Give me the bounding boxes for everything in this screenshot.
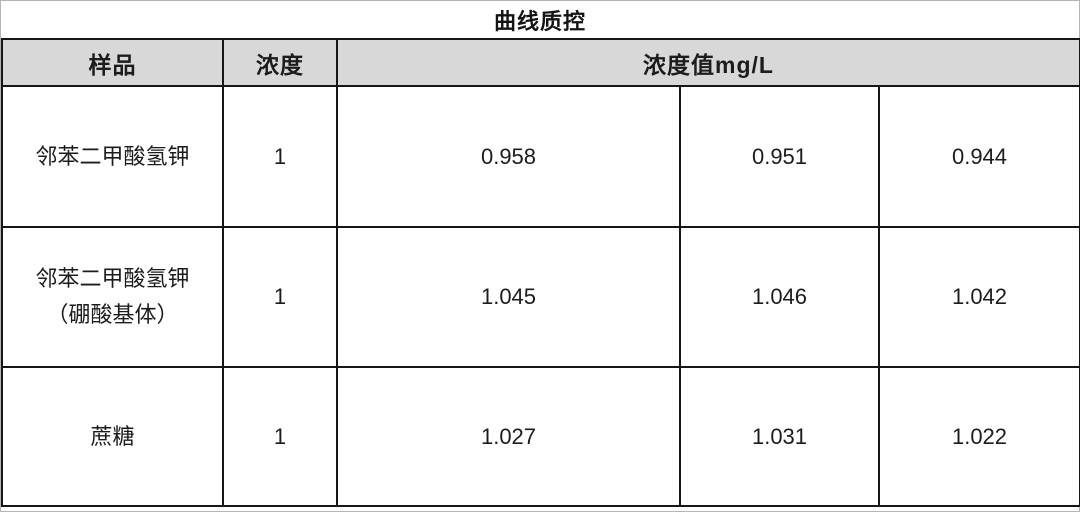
- cell-concentration: 1: [222, 226, 338, 368]
- cell-value-2: 1.046: [679, 226, 880, 368]
- sample-name-line2: （硼酸基体）: [46, 302, 179, 327]
- cell-sample-name: 邻苯二甲酸氢钾: [1, 85, 224, 228]
- cell-concentration: 1: [222, 366, 338, 507]
- sample-name-line1: 邻苯二甲酸氢钾: [35, 266, 190, 291]
- cell-value-3: 0.944: [877, 85, 1080, 228]
- cell-value-3: 1.022: [877, 366, 1080, 507]
- cell-value-2: 1.031: [679, 366, 880, 507]
- cell-sample-name: 邻苯二甲酸氢钾 （硼酸基体）: [1, 226, 224, 368]
- header-sample: 样品: [1, 38, 224, 87]
- cell-value-1: 0.958: [336, 85, 681, 228]
- cell-value-1: 1.027: [336, 366, 681, 507]
- table-row-phthalate: 邻苯二甲酸氢钾 1 0.958 0.951 0.944: [1, 85, 1080, 228]
- cell-sample-name: 蔗糖: [1, 366, 224, 507]
- table-row-phthalate-boric: 邻苯二甲酸氢钾 （硼酸基体） 1 1.045 1.046 1.042: [1, 226, 1080, 368]
- cell-value-3: 1.042: [877, 226, 1080, 368]
- cell-value-1: 1.045: [336, 226, 681, 368]
- page-title: 曲线质控: [493, 8, 586, 34]
- header-concentration: 浓度: [222, 38, 338, 87]
- table-header-row: 样品 浓度 浓度值mg/L: [1, 38, 1080, 87]
- qc-table: 样品 浓度 浓度值mg/L 邻苯二甲酸氢钾 1 0.958 0.951 0.94…: [1, 38, 1080, 507]
- cell-value-2: 0.951: [679, 85, 880, 228]
- cell-concentration: 1: [222, 85, 338, 228]
- header-concentration-value: 浓度值mg/L: [335, 38, 1080, 87]
- table-row-sucrose: 蔗糖 1 1.027 1.031 1.022: [1, 366, 1080, 507]
